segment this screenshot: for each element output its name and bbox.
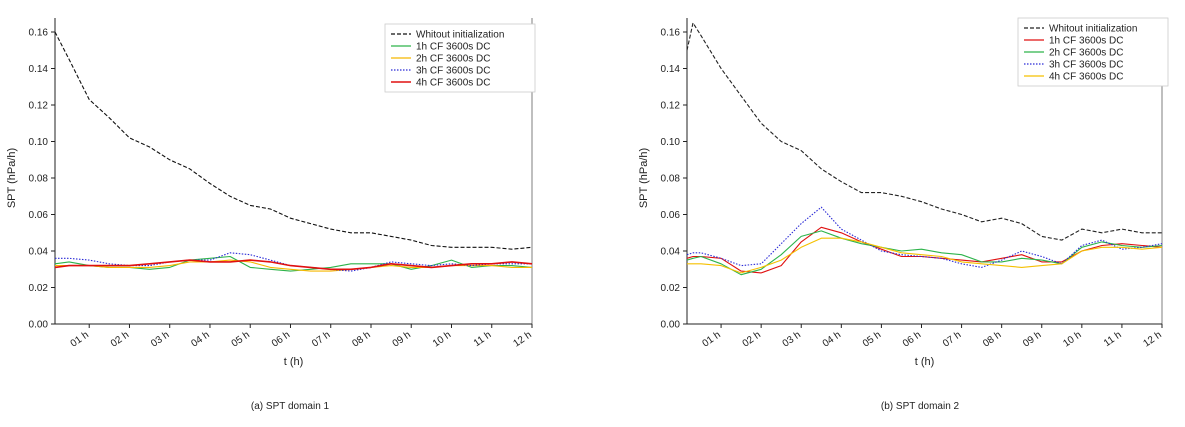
chart-panel-1: 0.00 0.02 0.04 0.06 0.08 0.10 0.12 0.14 0.16 01 h… [6, 18, 536, 412]
legend-label: 4h CF 3600s DC [416, 78, 490, 89]
series-line-5 [54, 259, 533, 271]
legend-label: 1h CF 3600s DC [1049, 36, 1123, 47]
y-tick-label: 0.00 [661, 320, 681, 331]
y-tick-label: 0.16 [661, 28, 681, 39]
y-tick-label: 0.02 [661, 283, 681, 294]
y-tick-label: 0.02 [29, 283, 49, 294]
x-tick-label: 11 h [1102, 329, 1124, 349]
x-tick-label: 01 h [69, 329, 91, 349]
x-tick-label: 08 h [350, 329, 372, 349]
series-line-3 [686, 230, 1163, 276]
series-line-4 [686, 206, 1163, 268]
series-line-2 [54, 255, 533, 272]
x-tick-label: 11 h [472, 329, 494, 349]
y-tick-label: 0.10 [661, 137, 681, 148]
x-tick-label: 05 h [861, 329, 883, 349]
y-axis-label: SPT (hPa/h) [638, 148, 650, 208]
chart-panel-2: 0.00 0.02 0.04 0.06 0.08 0.10 0.12 0.14 0.16 01 h… [638, 17, 1169, 412]
x-tick-label: 04 h [189, 329, 211, 349]
x-tick-label: 09 h [1021, 329, 1043, 349]
panel-caption: (b) SPT domain 2 [881, 401, 960, 412]
x-tick-label: 04 h [821, 329, 843, 349]
x-tick-label: 02 h [109, 329, 131, 349]
legend-label: Whitout initialization [416, 30, 504, 41]
legend-label: 3h CF 3600s DC [1049, 60, 1123, 71]
legend-label: 3h CF 3600s DC [416, 66, 490, 77]
y-tick-label: 0.10 [29, 137, 49, 148]
x-tick-label: 10 h [1061, 329, 1083, 349]
y-tick-label: 0.14 [29, 64, 49, 75]
x-tick-label: 05 h [230, 329, 252, 349]
y-tick-label: 0.14 [661, 64, 681, 75]
series-line-1 [686, 22, 1162, 241]
y-tick-label: 0.04 [661, 247, 681, 258]
x-tick-label: 02 h [741, 329, 763, 349]
y-tick-label: 0.06 [29, 210, 49, 221]
y-tick-label: 0.00 [29, 320, 49, 331]
legend-label: 2h CF 3600s DC [416, 54, 490, 65]
y-tick-label: 0.08 [661, 174, 681, 185]
y-tick-label: 0.06 [661, 210, 681, 221]
x-tick-label: 09 h [391, 329, 413, 349]
x-tick-label: 06 h [901, 329, 923, 349]
x-tick-label: 07 h [310, 329, 332, 349]
legend-label: Whitout initialization [1049, 24, 1137, 35]
x-tick-label: 07 h [941, 329, 963, 349]
x-tick-label: 03 h [149, 329, 171, 349]
x-tick-label: 06 h [270, 329, 292, 349]
y-tick-label: 0.04 [29, 247, 49, 258]
series-line-5 [687, 237, 1163, 274]
panel-caption: (a) SPT domain 1 [251, 401, 330, 412]
series-line-4 [55, 252, 532, 272]
x-tick-label: 12 h [511, 329, 533, 349]
series-line-1 [54, 31, 533, 250]
y-tick-label: 0.08 [29, 174, 49, 185]
x-tick-label: 03 h [781, 329, 803, 349]
x-axis-label: t (h) [915, 356, 935, 368]
y-tick-label: 0.16 [29, 28, 49, 39]
x-tick-label: 08 h [981, 329, 1003, 349]
x-axis-label: t (h) [284, 356, 304, 368]
x-tick-label: 10 h [431, 329, 453, 349]
y-axis-label: SPT (hPa/h) [6, 148, 18, 208]
x-tick-label: 12 h [1141, 329, 1163, 349]
legend-label: 1h CF 3600s DC [416, 42, 490, 53]
y-tick-label: 0.12 [29, 101, 49, 112]
x-tick-label: 01 h [701, 329, 723, 349]
legend-label: 2h CF 3600s DC [1049, 48, 1123, 59]
legend-label: 4h CF 3600s DC [1049, 72, 1123, 83]
y-tick-label: 0.12 [661, 101, 681, 112]
